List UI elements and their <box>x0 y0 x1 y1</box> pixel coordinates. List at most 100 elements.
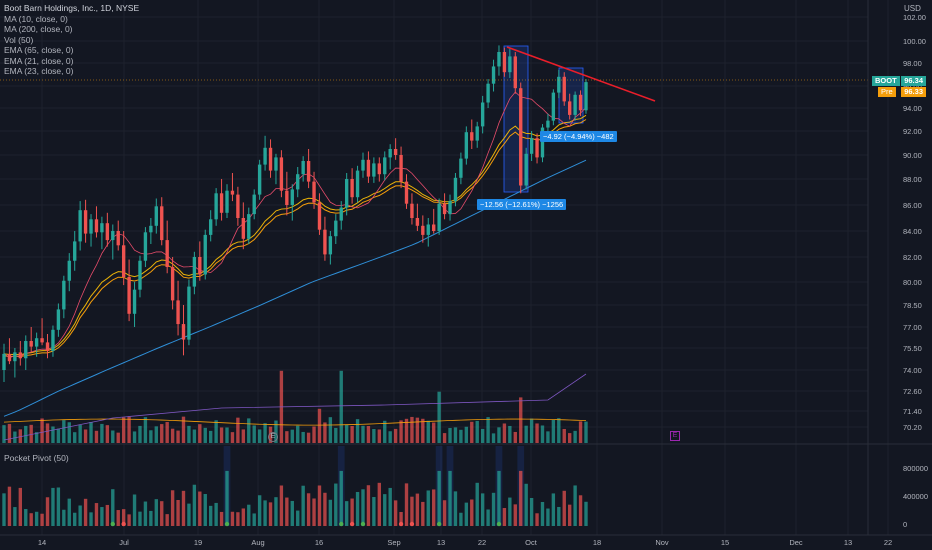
pivot-bar <box>214 502 218 526</box>
volume-bar <box>470 421 474 443</box>
legend-vol[interactable]: Vol (50) <box>4 34 34 45</box>
ema21-line <box>3 114 587 356</box>
candle-body <box>415 218 420 226</box>
candle-body <box>432 224 436 231</box>
earnings-marker-upcoming[interactable]: E <box>670 431 680 441</box>
measure-tag-small[interactable]: −4.92 (−4.94%) −482 <box>540 131 617 142</box>
pivot-bar <box>2 493 6 526</box>
pivot-bar <box>13 507 17 526</box>
candle-body <box>470 132 474 141</box>
pivot-bar <box>491 492 496 526</box>
candle-body <box>56 309 61 330</box>
pivot-bar <box>421 501 425 526</box>
volume-bar <box>535 423 539 443</box>
volume-bar <box>432 422 436 443</box>
volume-bar <box>209 430 213 443</box>
symbol-title[interactable]: Boot Barn Holdings, Inc., 1D, NYSE <box>4 3 140 13</box>
price-tick-label: 78.50 <box>903 301 922 310</box>
candle-body <box>296 174 300 190</box>
time-tick-label: 13 <box>437 538 445 547</box>
volume-bar <box>453 427 458 443</box>
candle-body <box>187 286 191 340</box>
pivot-bar <box>105 504 110 526</box>
volume-bar <box>437 391 441 443</box>
volume-bar <box>138 425 142 443</box>
volume-bar <box>7 423 12 443</box>
legend-ma10[interactable]: MA (10, close, 0) <box>4 13 68 24</box>
pivot-bar <box>7 486 12 526</box>
volume-bar <box>557 418 561 443</box>
volume-bar <box>24 425 28 443</box>
candle-body <box>551 92 556 121</box>
time-tick-label: Dec <box>789 538 803 547</box>
pivot-bar <box>459 512 463 526</box>
time-tick-label: Jul <box>119 538 129 547</box>
pivot-bar <box>100 507 104 526</box>
earnings-marker-past[interactable]: E <box>268 432 278 442</box>
pivot-bar <box>317 485 322 526</box>
price-axis[interactable]: 102.00 100.00 98.00 96.00 94.00 92.00 90.00 88.… <box>903 13 926 432</box>
price-tick-label: 75.50 <box>903 344 922 353</box>
pivot-dot <box>360 521 366 527</box>
pivot-bar <box>143 501 148 526</box>
candle-body <box>219 193 224 213</box>
candle-body <box>132 289 137 314</box>
candle-body <box>2 353 6 370</box>
candle-body <box>170 267 175 301</box>
volume-bar <box>573 430 577 443</box>
time-tick-label: 15 <box>721 538 729 547</box>
volume-bar <box>203 427 207 443</box>
time-axis[interactable]: 14 Jul 19 Aug 16 Sep 13 22 Oct 18 Nov 15 Dec 13 22 <box>38 538 892 547</box>
pivot-dot <box>409 521 415 527</box>
volume-bar <box>486 417 490 443</box>
candle-body <box>448 201 452 215</box>
pivot-bar <box>497 470 501 526</box>
price-tick-label: 72.60 <box>903 387 922 396</box>
legend-ema65[interactable]: EMA (65, close, 0) <box>4 45 74 55</box>
legend-ema23[interactable]: EMA (23, close, 0) <box>4 66 74 76</box>
candle-body <box>105 223 110 241</box>
candle-body <box>89 219 93 234</box>
volume-bar <box>546 431 550 443</box>
volume-bar <box>13 431 17 443</box>
pivot-bar <box>154 499 158 526</box>
indicator-title[interactable]: Pocket Pivot (50) <box>4 453 69 463</box>
pivot-bar <box>252 513 256 526</box>
indicator-axis[interactable]: 800000 400000 0 <box>903 464 928 529</box>
legend-ema21[interactable]: EMA (21, close, 0) <box>4 55 74 66</box>
pivot-bar <box>198 491 202 526</box>
volume-bar <box>78 424 82 443</box>
measure-tag-large[interactable]: −12.56 (−12.61%) −1256 <box>477 199 567 210</box>
pivot-bar <box>453 491 458 526</box>
pivot-dot <box>436 521 442 527</box>
pivot-bar <box>160 501 164 526</box>
last-price-badge: BOOT 96.34 <box>872 76 932 86</box>
candle-body <box>366 159 371 177</box>
volume-bar <box>247 418 251 443</box>
pivot-dot <box>339 521 344 527</box>
candle-body <box>62 280 66 310</box>
price-tick-label: 82.00 <box>903 253 922 262</box>
pivot-bar <box>508 497 512 526</box>
pivot-bar <box>279 485 284 526</box>
candle-body <box>513 56 517 89</box>
pivot-bar <box>176 500 180 526</box>
candle-body <box>383 157 387 175</box>
pivot-bar <box>290 500 294 526</box>
candle-body <box>584 82 588 111</box>
pivot-bar <box>475 482 479 526</box>
pivot-bar <box>312 498 316 526</box>
volume-bar <box>464 426 469 443</box>
volume-bar <box>388 431 392 443</box>
pivot-bar <box>203 494 207 526</box>
volume-bar <box>562 428 566 443</box>
volume-bar <box>410 416 414 443</box>
pivot-bar <box>116 510 120 526</box>
candle-body <box>209 219 213 235</box>
trendline[interactable] <box>506 46 656 102</box>
legend-ma200[interactable]: MA (200, close, 0) <box>4 24 73 34</box>
volume-ma-line <box>3 418 587 426</box>
candle-body <box>339 207 343 221</box>
volume-bar <box>89 422 93 443</box>
